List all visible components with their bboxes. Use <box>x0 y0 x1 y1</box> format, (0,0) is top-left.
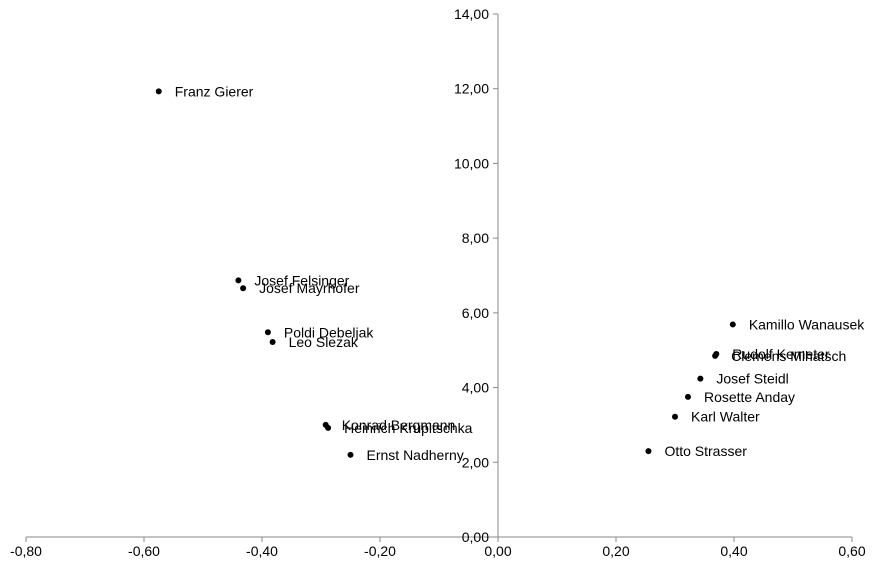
x-tick-label: -0,40 <box>246 543 278 559</box>
data-point-label: Konrad Bergmann <box>342 417 456 433</box>
x-tick-label: -0,60 <box>128 543 160 559</box>
data-point-label: Poldi Debeljak <box>284 324 374 340</box>
y-tick-label: 6,00 <box>462 305 489 321</box>
data-point-label: Josef Steidl <box>716 371 788 387</box>
data-point-label: Ernst Nadherny <box>367 447 464 463</box>
axes <box>26 14 852 538</box>
y-tick-label: 2,00 <box>462 454 489 470</box>
y-tick-label: 8,00 <box>462 230 489 246</box>
data-point <box>712 352 719 359</box>
y-axis-ticks: 0,00 2,00 4,00 6,00 8,00 10,00 12,00 14,00 <box>454 6 498 545</box>
data-point-label: Heinrich Krupitschka <box>344 420 473 436</box>
data-point <box>325 424 332 431</box>
data-point-label: Rosette Anday <box>704 389 795 405</box>
data-point <box>672 413 678 420</box>
y-tick-label: 14,00 <box>454 6 489 22</box>
data-point <box>684 393 691 400</box>
x-tick-label: 0,40 <box>720 543 747 559</box>
data-point <box>645 448 652 455</box>
data-point-label: Leo Slezak <box>289 334 359 350</box>
data-point <box>264 329 271 336</box>
x-axis-ticks: -0,80 -0,60 -0,40 -0,20 0,00 0,20 0,40 0,60 <box>10 537 866 559</box>
data-point-label: Josef Felsinger <box>254 272 349 288</box>
x-tick-label: -0,80 <box>10 543 42 559</box>
data-point-label: Clemens Mihatsch <box>731 348 846 364</box>
y-tick-label: 4,00 <box>462 380 489 396</box>
data-point <box>729 321 736 328</box>
data-point-label: Josef Mayrhofer <box>259 280 360 296</box>
data-point-label: Kamillo Wanausek <box>749 316 865 332</box>
data-point-label: Otto Strasser <box>664 443 747 459</box>
data-point-label: Franz Gierer <box>175 83 254 99</box>
data-point <box>269 338 276 345</box>
x-tick-label: 0,60 <box>838 543 865 559</box>
data-point <box>155 88 162 95</box>
x-tick-label: 0,00 <box>484 543 511 559</box>
y-tick-label: 12,00 <box>454 81 489 97</box>
y-tick-label: 0,00 <box>462 529 489 545</box>
data-point-label: Rudolf Kemeter <box>732 346 830 362</box>
data-point <box>347 451 354 458</box>
data-point <box>235 277 242 284</box>
data-point-label: Karl Walter <box>691 409 760 425</box>
y-tick-label: 10,00 <box>454 155 489 171</box>
x-tick-label: 0,20 <box>602 543 629 559</box>
data-point <box>240 285 247 292</box>
x-tick-label: -0,20 <box>364 543 396 559</box>
data-point <box>697 375 704 382</box>
